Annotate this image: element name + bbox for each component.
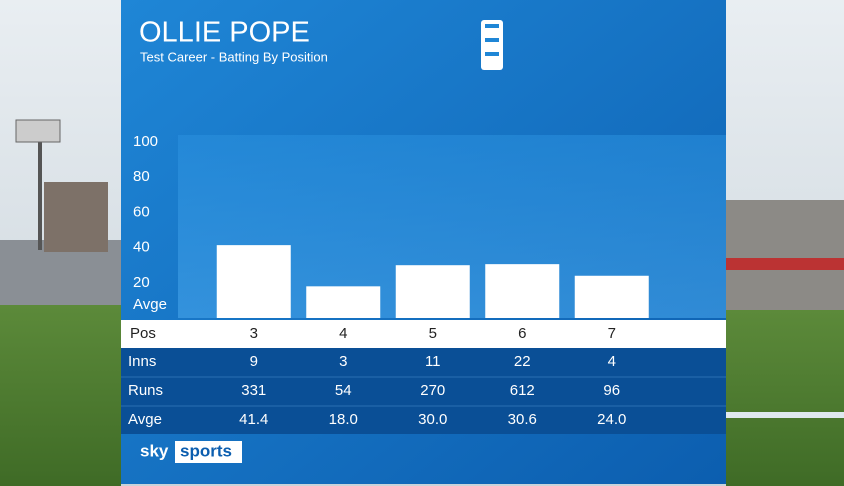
- logo-sports: sports: [180, 441, 232, 460]
- cell: 9: [250, 353, 258, 370]
- y-tick-label: 60: [133, 203, 150, 220]
- value-label: 24.0: [597, 411, 626, 428]
- logo-sky: sky: [140, 441, 169, 460]
- x-tick-label: 5: [429, 325, 437, 342]
- subtitle: Test Career - Batting By Position: [140, 49, 328, 64]
- cell: 3: [339, 353, 347, 370]
- sky-sports-logo: sky sports: [140, 441, 242, 463]
- x-tick-label: 4: [339, 325, 347, 342]
- y-tick-label: 40: [133, 239, 150, 256]
- cell: 331: [241, 382, 266, 399]
- value-label: 30.6: [508, 411, 537, 428]
- x-tick-label: 6: [518, 325, 526, 342]
- bar: [216, 245, 291, 318]
- value-label: 30.0: [418, 411, 447, 428]
- y-tick-label: 20: [133, 274, 150, 291]
- title: OLLIE POPE: [139, 17, 310, 49]
- cell: 54: [335, 382, 352, 399]
- cell: 4: [608, 353, 616, 370]
- bar: [306, 286, 381, 318]
- bar: [395, 265, 470, 318]
- pos-header: Pos: [130, 325, 156, 342]
- panel: [121, 0, 726, 484]
- england-crest: [481, 20, 503, 70]
- x-tick-label: 3: [250, 325, 258, 342]
- bar: [485, 264, 560, 318]
- row-label: Inns: [128, 353, 156, 370]
- y-axis-label: Avge: [133, 296, 167, 313]
- bar: [574, 275, 649, 318]
- y-tick-label: 100: [133, 133, 158, 150]
- row-label: Avge: [128, 411, 162, 428]
- y-tick-label: 80: [133, 168, 150, 185]
- value-label: 18.0: [329, 411, 358, 428]
- x-tick-label: 7: [608, 325, 616, 342]
- cell: 270: [420, 382, 445, 399]
- cell: 612: [510, 382, 535, 399]
- cell: 11: [425, 353, 441, 370]
- cell: 22: [514, 353, 531, 370]
- row-label: Runs: [128, 382, 163, 399]
- value-label: 41.4: [239, 411, 268, 428]
- cell: 96: [603, 382, 620, 399]
